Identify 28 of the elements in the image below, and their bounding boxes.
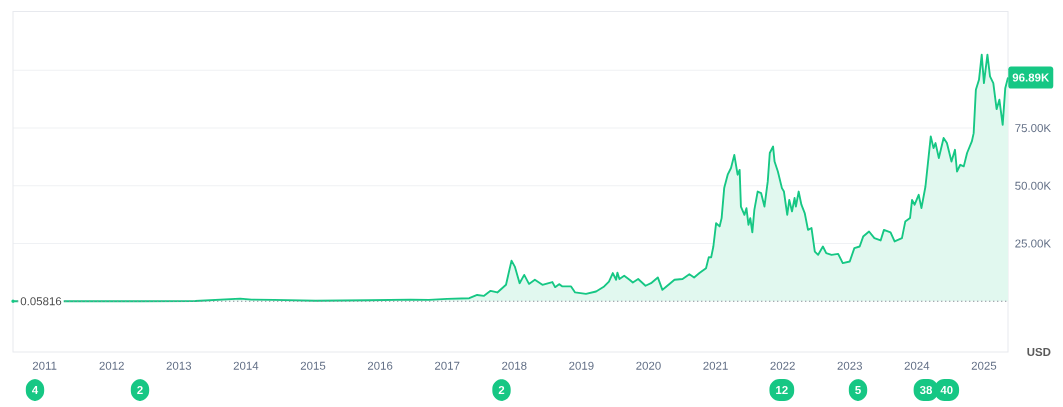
- text: 2: [498, 385, 505, 394]
- text: 5: [855, 386, 861, 394]
- x-tick-label: 2022: [770, 361, 795, 370]
- x-tick-label: 2021: [703, 361, 728, 370]
- text: 12: [776, 385, 788, 394]
- x-tick-label: 2017: [435, 361, 460, 370]
- y-tick-label: 25.00K: [1015, 239, 1051, 248]
- y-tick-label: 50.00K: [1015, 181, 1051, 190]
- x-tick-label: 2016: [367, 361, 393, 370]
- y-axis-title: USD: [1027, 347, 1051, 357]
- text: 4: [31, 386, 39, 394]
- x-tick-label: 2015: [300, 361, 326, 370]
- text: 40: [940, 385, 953, 395]
- x-tick-label: 2013: [166, 361, 192, 370]
- x-tick-label: 2020: [636, 361, 661, 370]
- text: 2: [137, 385, 143, 394]
- x-tick-label: 2014: [233, 361, 259, 370]
- x-tick-label: 2024: [904, 361, 930, 370]
- x-tick-label: 2012: [99, 361, 124, 370]
- text: 38: [919, 385, 933, 395]
- x-tick-label: 2018: [502, 361, 527, 370]
- annotation: 96.89K: [1012, 73, 1050, 82]
- y-tick-label: 75.00K: [1015, 124, 1051, 133]
- x-tick-label: 2025: [971, 361, 997, 370]
- x-tick-label: 2019: [569, 361, 594, 370]
- x-tick-label: 2011: [32, 361, 57, 370]
- ref-line-label: 0.05816: [20, 297, 62, 306]
- x-tick-label: 2023: [837, 361, 862, 370]
